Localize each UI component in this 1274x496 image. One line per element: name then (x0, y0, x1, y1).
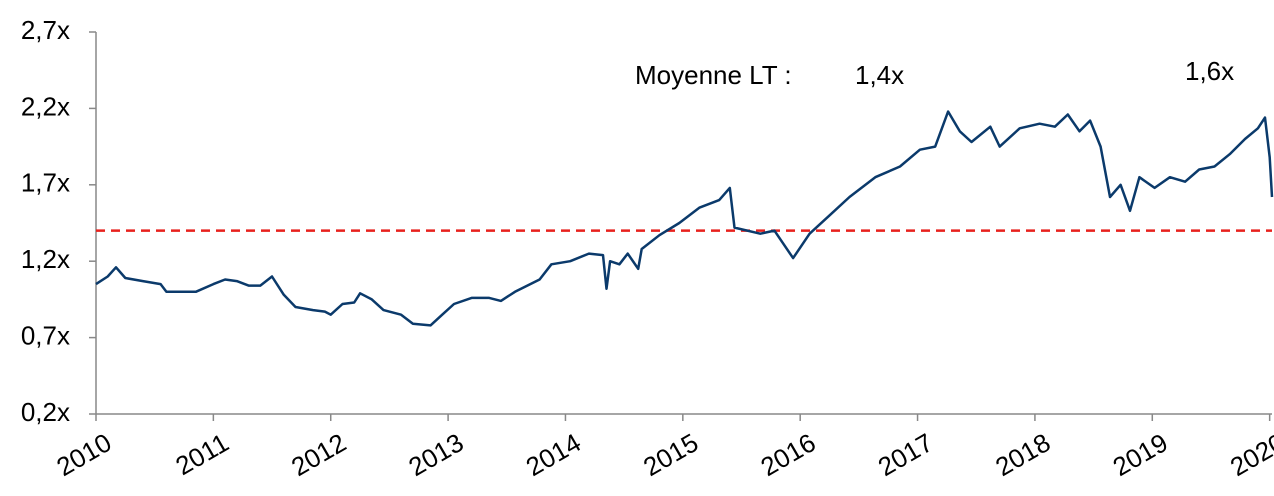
x-tick-label: 2016 (756, 427, 821, 482)
line-series (95, 110, 1274, 327)
y-tick-label: 1,7x (21, 168, 70, 198)
x-tick-label: 2013 (403, 427, 468, 482)
y-tick-label: 2,2x (21, 91, 70, 121)
y-tick-label: 0,7x (21, 320, 70, 350)
x-tick-label: 2018 (990, 427, 1055, 482)
x-tick-label: 2017 (873, 427, 938, 482)
y-tick-label: 2,7x (21, 15, 70, 45)
x-tick-label: 2014 (521, 427, 586, 482)
y-tick-label: 0,2x (21, 397, 70, 427)
x-tick-label: 2019 (1108, 427, 1173, 482)
y-tick-label: 1,2x (21, 244, 70, 274)
annotation: Moyenne LT : (635, 60, 792, 90)
x-tick-label: 2020 (1225, 427, 1274, 482)
annotation: 1,6x (1185, 56, 1234, 86)
x-tick-label: 2012 (286, 427, 351, 482)
x-tick-label: 2015 (638, 427, 703, 482)
x-tick-label: 2010 (51, 427, 116, 482)
x-tick-label: 2011 (170, 427, 233, 481)
reference-label: 1,4x (855, 60, 904, 90)
